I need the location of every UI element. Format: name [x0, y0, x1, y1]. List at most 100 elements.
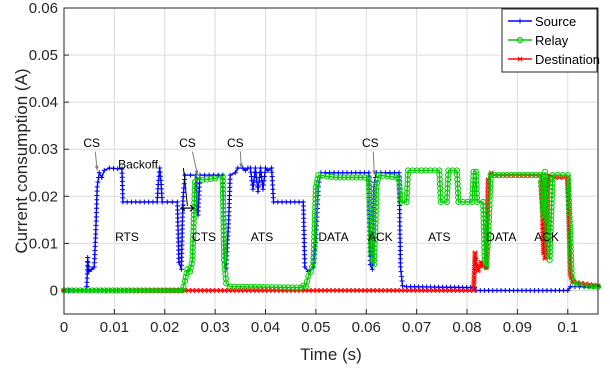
data-point	[219, 177, 226, 184]
data-point	[567, 230, 574, 238]
data-point	[552, 287, 558, 293]
legend-item-relay: Relay	[508, 33, 569, 48]
data-point	[109, 287, 117, 294]
data-point	[94, 192, 100, 198]
data-point	[227, 283, 234, 290]
data-point	[189, 240, 197, 247]
data-point	[403, 194, 410, 201]
data-point	[85, 259, 91, 265]
data-point	[528, 172, 535, 179]
y-tick-label: 0	[50, 282, 58, 299]
data-point	[146, 287, 153, 294]
data-point	[372, 208, 379, 215]
data-point	[105, 287, 113, 294]
data-point	[388, 173, 396, 180]
data-point	[137, 199, 143, 205]
data-point	[549, 184, 556, 191]
data-point	[312, 204, 319, 211]
data-point	[469, 194, 476, 201]
data-point	[548, 188, 556, 195]
data-point	[567, 284, 573, 290]
data-point	[540, 215, 547, 223]
legend-swatch-marker	[516, 36, 524, 44]
data-point	[473, 177, 480, 184]
data-point	[220, 240, 227, 247]
data-point	[191, 187, 198, 194]
data-point	[311, 220, 318, 228]
data-point	[183, 270, 190, 277]
data-point	[154, 199, 160, 205]
data-point	[568, 269, 575, 277]
data-point	[171, 287, 178, 294]
data-point	[396, 182, 403, 189]
data-point	[255, 184, 261, 190]
data-point	[220, 244, 228, 251]
data-point	[486, 201, 493, 208]
data-point	[372, 216, 379, 223]
data-point	[190, 219, 197, 227]
data-point	[536, 287, 542, 293]
x-tick-label: 0.08	[452, 319, 481, 336]
data-point	[188, 260, 195, 267]
data-point	[366, 207, 373, 214]
data-point	[159, 190, 165, 196]
annotation-label: DATA	[318, 230, 348, 244]
data-point	[312, 183, 319, 190]
data-point	[422, 167, 430, 174]
data-point	[524, 172, 531, 179]
data-point	[485, 218, 492, 225]
data-point	[281, 284, 288, 291]
data-point	[365, 178, 373, 185]
data-point	[367, 231, 374, 238]
data-point	[567, 235, 574, 242]
data-point	[243, 283, 250, 291]
data-point	[473, 198, 481, 206]
legend-label: Source	[535, 14, 576, 29]
data-point	[181, 181, 187, 187]
data-point	[565, 188, 572, 196]
data-point	[566, 214, 573, 221]
data-point	[511, 287, 517, 293]
data-point	[270, 195, 276, 201]
data-point	[182, 172, 188, 178]
data-point	[189, 252, 196, 259]
data-point	[391, 170, 397, 176]
data-point	[565, 287, 571, 293]
x-tick-label: 0.03	[201, 319, 230, 336]
data-point	[220, 206, 227, 213]
data-point	[310, 250, 317, 257]
data-point	[543, 212, 551, 219]
data-point	[191, 199, 198, 206]
data-point	[324, 173, 331, 180]
data-point	[207, 175, 215, 182]
data-point	[437, 189, 444, 197]
data-point	[568, 274, 575, 281]
data-point	[250, 186, 256, 192]
data-point	[270, 186, 276, 192]
data-point	[220, 202, 227, 209]
data-point	[256, 179, 262, 185]
data-point	[111, 165, 117, 171]
data-point	[341, 174, 348, 181]
data-point	[565, 184, 572, 191]
data-point	[94, 188, 100, 194]
data-point	[459, 198, 467, 206]
data-point	[399, 273, 405, 279]
annotation-label: DATA	[486, 230, 516, 244]
data-point	[311, 233, 318, 240]
data-point	[179, 287, 186, 294]
data-point	[370, 261, 377, 268]
data-point	[397, 198, 404, 206]
data-point	[471, 279, 477, 285]
data-point	[345, 174, 352, 181]
data-point	[93, 231, 99, 237]
data-point	[484, 243, 491, 250]
data-point	[547, 240, 554, 247]
data-point	[150, 287, 157, 294]
data-point	[372, 200, 380, 207]
data-point	[546, 256, 553, 263]
series-lines	[60, 165, 602, 294]
data-point	[129, 199, 135, 205]
data-point	[485, 214, 493, 221]
data-point	[150, 199, 156, 205]
